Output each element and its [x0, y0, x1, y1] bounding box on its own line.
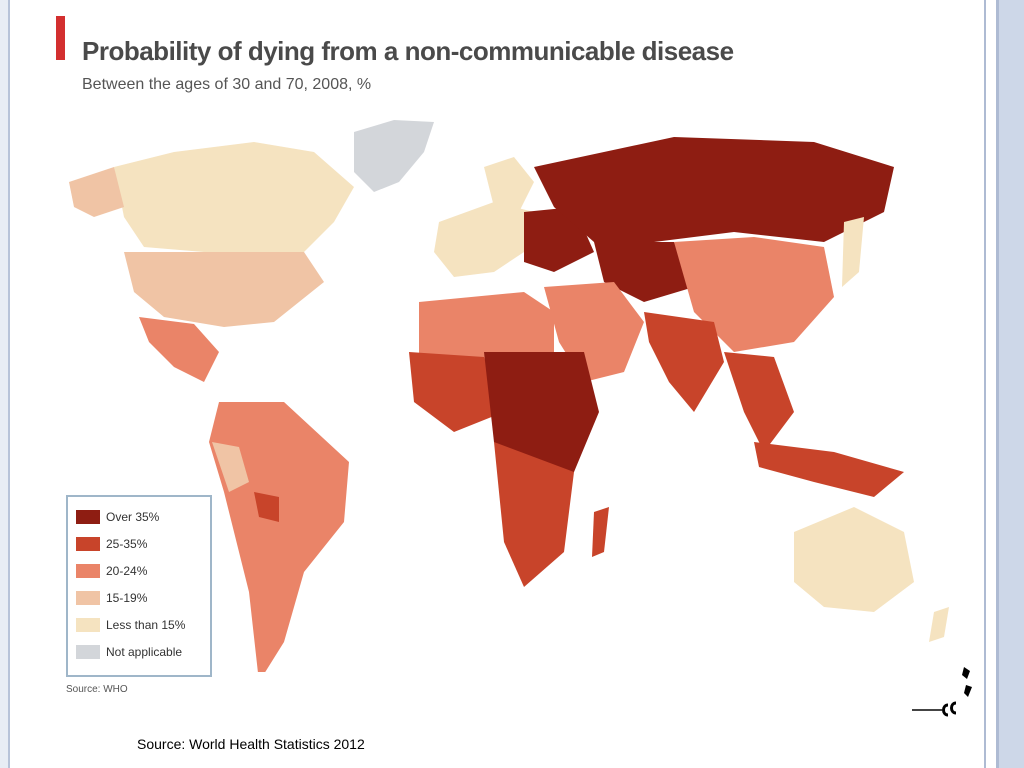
region-india — [644, 312, 724, 412]
legend-item: Over 35% — [76, 507, 159, 527]
legend-swatch-15-19 — [76, 591, 100, 605]
legend-label: 15-19% — [106, 591, 148, 605]
map-source-note: Source: WHO — [66, 684, 128, 695]
legend-item: 20-24% — [76, 561, 147, 581]
region-madagascar — [592, 507, 609, 557]
region-greenland — [354, 120, 434, 192]
legend-label: 25-35% — [106, 537, 148, 551]
region-south-america — [209, 402, 349, 672]
slide-frame-left — [0, 0, 18, 768]
region-central-asia — [594, 242, 694, 302]
map-subtitle: Between the ages of 30 and 70, 2008, % — [82, 76, 372, 93]
legend-swatch-20-24 — [76, 564, 100, 578]
region-australia — [794, 507, 914, 612]
region-russia — [534, 137, 894, 242]
legend-item: 25-35% — [76, 534, 147, 554]
legend-label: 20-24% — [106, 564, 148, 578]
region-bolivia — [254, 492, 279, 522]
legend-item: Not applicable — [76, 642, 182, 662]
region-mexico — [139, 317, 219, 382]
region-alaska — [69, 167, 124, 217]
legend-label: Less than 15% — [106, 618, 186, 632]
legend-swatch-25-35 — [76, 537, 100, 551]
region-usa — [124, 252, 324, 327]
legend-swatch-less-than-15 — [76, 618, 100, 632]
region-indonesia — [754, 442, 904, 497]
slide-frame-right — [980, 0, 1024, 768]
region-scandinavia — [484, 157, 534, 212]
map-title: Probability of dying from a non-communic… — [82, 36, 734, 66]
legend-item: Less than 15% — [76, 615, 185, 635]
legend-item: 15-19% — [76, 588, 147, 608]
region-canada — [114, 142, 354, 252]
publisher-logo-icon — [912, 667, 972, 717]
legend-label: Not applicable — [106, 645, 183, 659]
world-map — [69, 120, 949, 672]
region-japan — [842, 217, 864, 287]
region-southern-africa — [494, 442, 574, 587]
region-southeast-asia — [724, 352, 794, 452]
title-accent-bar — [56, 16, 65, 60]
map-figure: Probability of dying from a non-communic… — [54, 12, 970, 712]
slide-caption: Source: World Health Statistics 2012 — [137, 736, 365, 752]
legend-swatch-over-35 — [76, 510, 100, 524]
legend-swatch-not-applicable — [76, 645, 100, 659]
legend-label: Over 35% — [106, 510, 160, 524]
region-peru — [212, 442, 249, 492]
region-new-zealand — [929, 607, 949, 642]
region-west-africa — [409, 352, 504, 432]
region-europe-west — [434, 202, 534, 277]
map-legend: Over 35% 25-35% 20-24% 15-19% Less than … — [66, 495, 212, 677]
